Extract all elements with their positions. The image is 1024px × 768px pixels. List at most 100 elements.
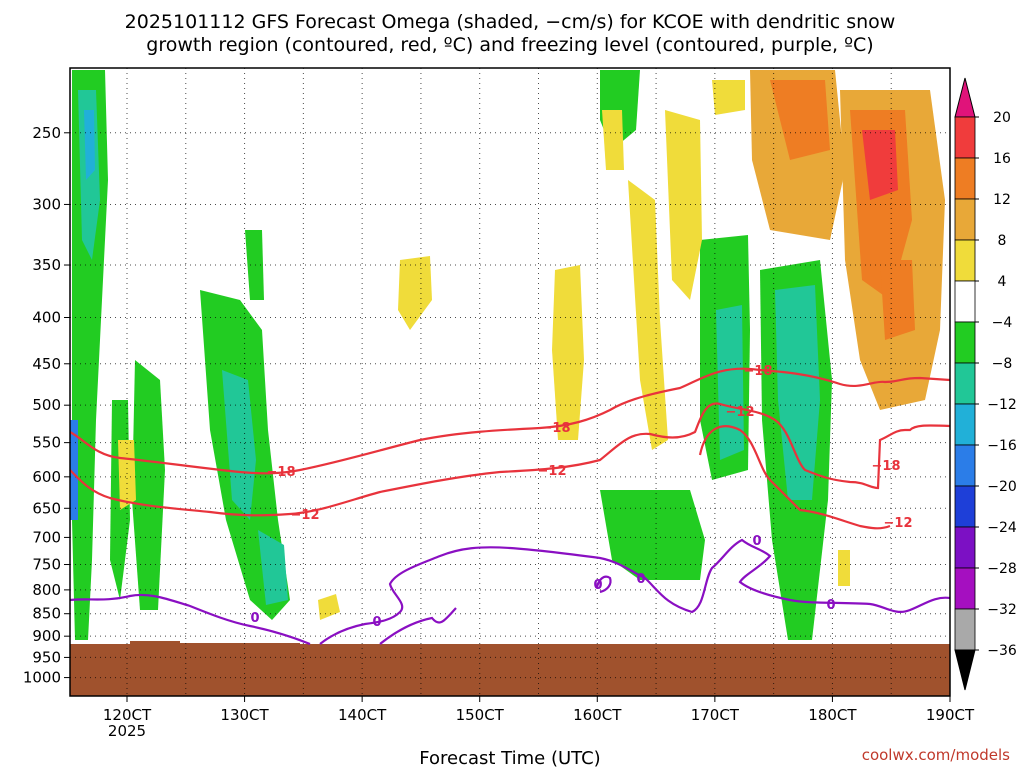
x-tick-label: 180CT bbox=[808, 706, 857, 724]
colorbar-bottom-triangle bbox=[954, 649, 976, 691]
colorbar-label: −4 bbox=[992, 315, 1013, 331]
omega-region bbox=[628, 180, 668, 450]
colorbar-segment bbox=[954, 362, 976, 405]
contour-label-dgz-bottom: −12 bbox=[291, 508, 320, 523]
colorbar-label: 16 bbox=[993, 151, 1011, 167]
x-tick-label: 150CT bbox=[456, 706, 505, 724]
freezing-contour bbox=[379, 607, 457, 645]
omega-region bbox=[245, 230, 264, 300]
colorbar-label: 8 bbox=[998, 233, 1007, 249]
plot-area: −18 −18 −18 −18 −12 −12 −12 −12 0 0 0 0 … bbox=[69, 67, 951, 697]
y-tick-label: 350 bbox=[32, 256, 61, 274]
omega-region bbox=[862, 130, 898, 200]
gridlines bbox=[70, 68, 950, 696]
colorbar-segment bbox=[954, 444, 976, 487]
x-axis-label: Forecast Time (UTC) bbox=[419, 748, 600, 768]
plot-frame bbox=[69, 67, 951, 697]
omega-region bbox=[258, 530, 288, 605]
y-tick-label: 850 bbox=[32, 605, 61, 623]
colorbar-label: −16 bbox=[987, 438, 1017, 454]
dgz-cell-contour bbox=[698, 425, 891, 530]
omega-region bbox=[716, 305, 744, 460]
omega-region bbox=[838, 550, 850, 586]
omega-region bbox=[70, 420, 78, 520]
colorbar-label: 12 bbox=[993, 192, 1011, 208]
x-tick-label: 170CT bbox=[691, 706, 740, 724]
contour-label-dgz-top: −18 bbox=[744, 364, 773, 379]
omega-region bbox=[665, 110, 702, 300]
y-tick-label: 650 bbox=[32, 499, 61, 517]
y-tick-label: 900 bbox=[32, 627, 61, 645]
omega-region bbox=[318, 594, 340, 620]
contour-label-dgz-top: −18 bbox=[542, 421, 571, 436]
x-tick-label: 140CT bbox=[338, 706, 387, 724]
contour-label-freezing: 0 bbox=[250, 611, 259, 626]
y-tick-label: 450 bbox=[32, 355, 61, 373]
y-tick-label: 500 bbox=[32, 396, 61, 414]
colorbar-segment bbox=[954, 608, 976, 651]
contour-label-dgz-bottom: −12 bbox=[884, 516, 913, 531]
colorbar-label: −20 bbox=[987, 479, 1017, 495]
colorbar: 20 16 12 8 4 −4 −8 −12 −16 −20 −24 −28 −32 −36 bbox=[954, 77, 1017, 691]
y-axis: 250 300 350 400 450 500 550 600 650 700 750 800 850 9… bbox=[23, 124, 70, 687]
freezing-contour bbox=[595, 575, 612, 594]
colorbar-label: 20 bbox=[993, 110, 1011, 126]
terrain bbox=[70, 641, 950, 696]
omega-region bbox=[132, 360, 165, 610]
contour-label-freezing: 0 bbox=[372, 615, 381, 630]
colorbar-segment bbox=[954, 526, 976, 569]
freezing-contour bbox=[69, 593, 311, 646]
omega-region bbox=[770, 80, 830, 160]
colorbar-label: −36 bbox=[987, 643, 1017, 659]
omega-region bbox=[398, 256, 432, 330]
colorbar-segment bbox=[954, 157, 976, 200]
y-tick-label: 300 bbox=[32, 195, 61, 213]
y-tick-label: 750 bbox=[32, 556, 61, 574]
colorbar-label: −12 bbox=[987, 397, 1017, 413]
y-tick-label: 950 bbox=[32, 648, 61, 666]
title-line-2: growth region (contoured, red, ºC) and f… bbox=[146, 34, 873, 56]
contour-label-freezing: 0 bbox=[593, 578, 602, 593]
dgz-top-contour bbox=[69, 367, 951, 475]
colorbar-segment bbox=[954, 485, 976, 528]
title-line-1: 2025101112 GFS Forecast Omega (shaded, −… bbox=[125, 11, 896, 33]
colorbar-segment bbox=[954, 239, 976, 282]
y-tick-label: 400 bbox=[32, 308, 61, 326]
freezing-level-contours bbox=[69, 538, 951, 646]
colorbar-label: 4 bbox=[998, 274, 1007, 290]
y-tick-label: 600 bbox=[32, 468, 61, 486]
omega-region bbox=[775, 285, 820, 500]
dgz-bottom-contour bbox=[69, 402, 951, 517]
contour-label-dgz-top: −18 bbox=[267, 465, 296, 480]
omega-region bbox=[602, 110, 624, 170]
omega-region bbox=[552, 265, 584, 440]
contour-label-dgz-bottom: −12 bbox=[538, 464, 567, 479]
y-tick-label: 700 bbox=[32, 528, 61, 546]
omega-region bbox=[880, 260, 915, 340]
colorbar-label: −28 bbox=[987, 561, 1017, 577]
colorbar-label: −8 bbox=[992, 356, 1013, 372]
y-tick-label: 800 bbox=[32, 581, 61, 599]
omega-region bbox=[222, 370, 256, 520]
credit-text: coolwx.com/models bbox=[862, 746, 1010, 764]
omega-region bbox=[72, 70, 108, 640]
colorbar-segment bbox=[954, 198, 976, 241]
omega-region bbox=[712, 80, 745, 115]
y-tick-label: 250 bbox=[32, 124, 61, 142]
x-year-label: 2025 bbox=[108, 722, 146, 740]
colorbar-segment bbox=[954, 280, 976, 323]
omega-region bbox=[84, 110, 95, 180]
colorbar-segment bbox=[954, 116, 976, 159]
colorbar-segment bbox=[954, 403, 976, 446]
contour-label-freezing: 0 bbox=[636, 572, 645, 587]
contour-labels: −18 −18 −18 −18 −12 −12 −12 −12 0 0 0 0 … bbox=[250, 364, 912, 630]
contour-label-dgz-bottom: −12 bbox=[726, 405, 755, 420]
y-tick-label: 1000 bbox=[23, 669, 61, 687]
colorbar-top-triangle bbox=[954, 77, 976, 118]
colorbar-segment bbox=[954, 567, 976, 610]
x-tick-label: 160CT bbox=[573, 706, 622, 724]
x-tick-label: 130CT bbox=[220, 706, 269, 724]
x-axis: 120CT 130CT 140CT 150CT 160CT 170CT 180CT 190CT bbox=[103, 696, 975, 724]
contour-label-dgz-top: −18 bbox=[872, 459, 901, 474]
